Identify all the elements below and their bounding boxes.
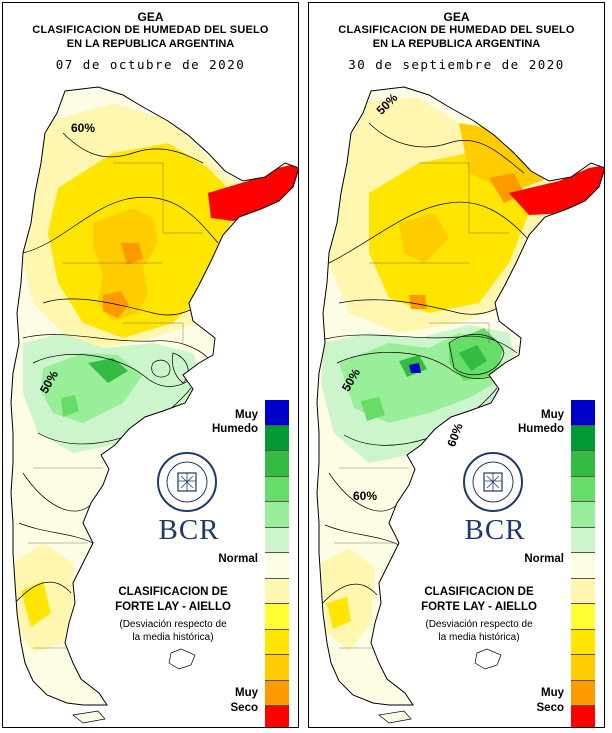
legend-swatch — [265, 604, 289, 630]
legend-swatch — [571, 578, 595, 604]
legend-label-seco: Seco — [230, 702, 259, 714]
contour-label: 60% — [71, 121, 96, 135]
contour-label: 60% — [353, 489, 378, 503]
legend-label-humedo: Humedo — [212, 423, 258, 435]
classification-title: CLASIFICACION DE — [118, 586, 228, 598]
legend-label-muy: Muy — [541, 409, 564, 421]
map-panel-right: GEA CLASIFICACION DE HUMEDAD DEL SUELO E… — [308, 2, 605, 728]
legend-swatch — [265, 425, 289, 451]
legend-label-normal: Normal — [524, 553, 564, 565]
classification-note: (Desviación respecto de — [425, 619, 533, 630]
legend-swatch-normal — [571, 553, 595, 579]
panel-title-main: CLASIFICACION DE HUMEDAD DEL SUELO — [338, 24, 575, 36]
panel-title-gea: GEA — [443, 10, 470, 24]
panel-date: 30 de septiembre de 2020 — [348, 57, 565, 72]
moisture-legend — [265, 400, 289, 727]
legend-swatch-muy-humedo — [265, 400, 289, 426]
panel-title-gea: GEA — [137, 10, 164, 24]
legend-swatch — [571, 680, 595, 706]
classification-note: (Desviación respecto de — [119, 619, 227, 630]
argentina-soil-moisture-map — [316, 86, 604, 724]
legend-swatch — [265, 527, 289, 553]
legend-label-seco: Seco — [536, 702, 565, 714]
legend-swatch-muy-seco — [571, 706, 595, 727]
legend-swatch — [265, 680, 289, 706]
legend-swatch — [571, 451, 595, 477]
legend-swatch — [571, 629, 595, 655]
classification-note: la media histórica) — [438, 632, 520, 643]
argentina-soil-moisture-map — [10, 86, 298, 724]
legend-label-humedo: Humedo — [518, 423, 564, 435]
classification-title: CLASIFICACION DE — [424, 586, 534, 598]
legend-label-muy: Muy — [541, 687, 564, 699]
legend-swatch-muy-humedo — [571, 400, 595, 426]
map-panel-left: GEA CLASIFICACION DE HUMEDAD DEL SUELO E… — [2, 2, 299, 728]
legend-swatch-muy-seco — [265, 706, 289, 727]
classification-method: FORTE LAY - AIELLO — [421, 601, 537, 613]
legend-swatch — [571, 655, 595, 681]
legend-swatch — [571, 527, 595, 553]
bcr-logo: BCR — [158, 514, 220, 546]
legend-swatch — [265, 476, 289, 502]
legend-label-muy: Muy — [235, 409, 258, 421]
legend-swatch — [265, 655, 289, 681]
legend-swatch — [265, 502, 289, 528]
legend-swatch-normal — [265, 553, 289, 579]
panel-date: 07 de octubre de 2020 — [55, 57, 246, 72]
classification-note: la media histórica) — [132, 632, 214, 643]
legend-swatch — [265, 578, 289, 604]
legend-swatch — [571, 425, 595, 451]
bcr-logo: BCR — [464, 514, 526, 546]
legend-swatch — [571, 502, 595, 528]
legend-label-normal: Normal — [218, 553, 258, 565]
classification-method: FORTE LAY - AIELLO — [115, 601, 231, 613]
bolsa-de-comercio-seal — [463, 452, 523, 512]
panel-title-sub: EN LA REPUBLICA ARGENTINA — [66, 38, 235, 50]
legend-label-muy: Muy — [235, 687, 258, 699]
bolsa-de-comercio-seal — [157, 452, 217, 512]
legend-swatch — [571, 476, 595, 502]
panel-title-main: CLASIFICACION DE HUMEDAD DEL SUELO — [32, 24, 269, 36]
legend-swatch — [265, 451, 289, 477]
legend-swatch — [265, 629, 289, 655]
panel-title-sub: EN LA REPUBLICA ARGENTINA — [372, 38, 541, 50]
legend-swatch — [571, 604, 595, 630]
moisture-legend — [571, 400, 595, 727]
